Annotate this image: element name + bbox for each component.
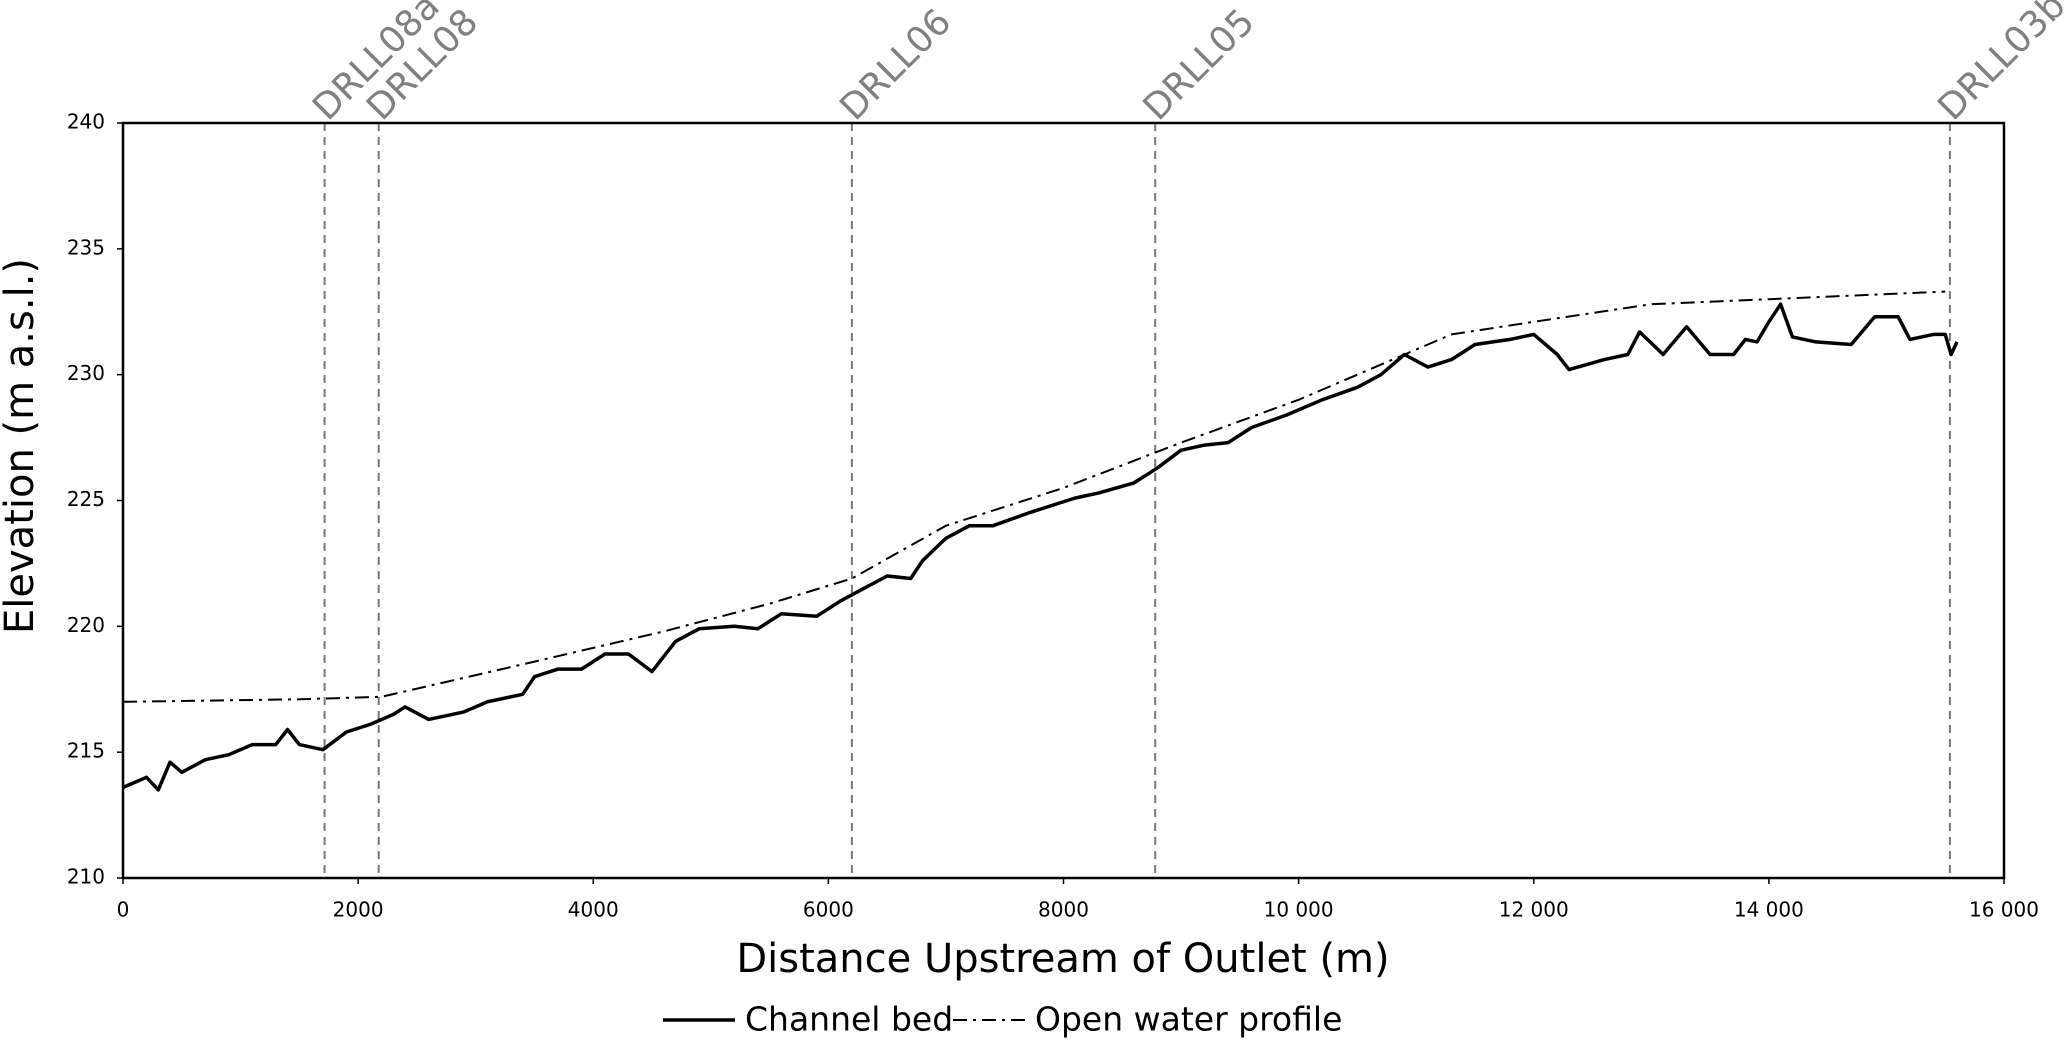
x-tick-label: 2000	[333, 898, 384, 922]
y-tick-label: 235	[67, 235, 105, 259]
x-axis-title: Distance Upstream of Outlet (m)	[736, 936, 1389, 982]
y-tick-label: 225	[67, 487, 105, 511]
plot-frame	[121, 121, 2006, 880]
x-tick-label: 12 000	[1499, 898, 1569, 922]
y-axis-title: Elevation (m a.s.l.)	[0, 258, 43, 634]
y-tick-label: 220	[67, 613, 105, 637]
legend-label: Open water profile	[1035, 1000, 1342, 1039]
x-tick-label: 6000	[803, 898, 854, 922]
x-tick-label: 16 000	[1969, 898, 2039, 922]
y-tick-label: 215	[67, 739, 105, 763]
x-tick-label: 4000	[568, 898, 619, 922]
reference-label: DRLL05	[1136, 1, 1263, 128]
y-tick-label: 240	[67, 110, 105, 134]
reference-label: DRLL06	[832, 1, 959, 128]
x-tick-label: 10 000	[1264, 898, 1334, 922]
reference-label: DRLL03b	[1930, 0, 2067, 128]
x-tick-label: 8000	[1038, 898, 1089, 922]
y-tick-label: 230	[67, 361, 105, 385]
series-line	[122, 290, 1946, 703]
y-tick-label: 210	[67, 865, 105, 889]
series-line	[122, 302, 1959, 792]
x-tick-label: 0	[117, 898, 130, 922]
x-tick-label: 14 000	[1734, 898, 1804, 922]
legend-label: Channel bed	[745, 1000, 953, 1039]
